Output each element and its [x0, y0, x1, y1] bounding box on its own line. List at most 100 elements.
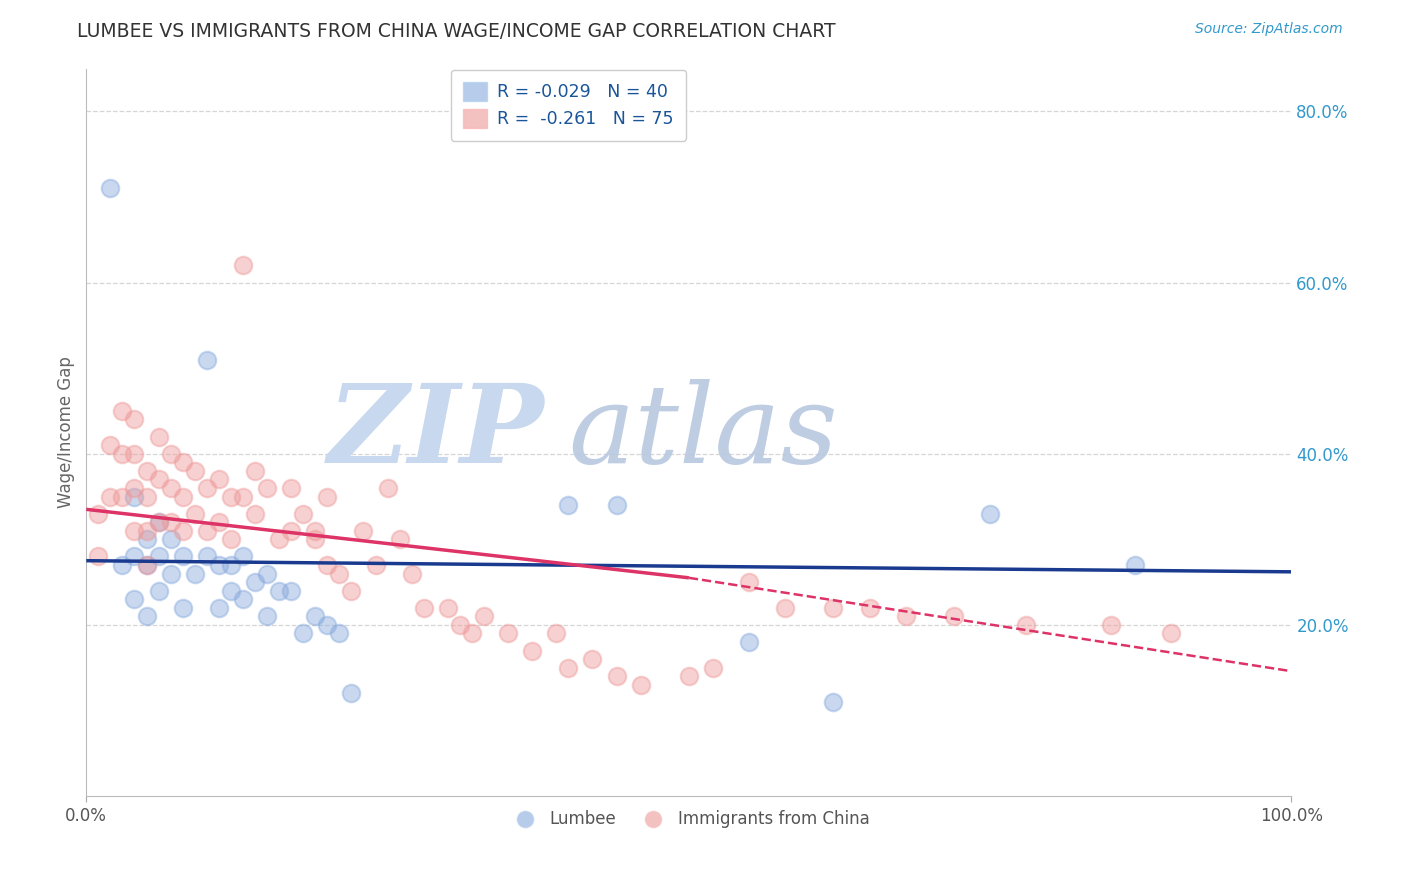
Point [111, 447, 134, 461]
Point [124, 524, 146, 538]
Point [859, 600, 882, 615]
Point [461, 626, 484, 640]
Point [172, 490, 194, 504]
Point [208, 515, 231, 529]
Point [232, 549, 254, 564]
Point [219, 490, 242, 504]
Point [269, 583, 291, 598]
Legend: Lumbee, Immigrants from China: Lumbee, Immigrants from China [502, 804, 876, 835]
Point [304, 533, 326, 547]
Point [135, 558, 157, 572]
Point [557, 498, 579, 512]
Point [316, 490, 339, 504]
Point [172, 600, 194, 615]
Point [159, 447, 181, 461]
Point [546, 626, 568, 640]
Point [100, 438, 122, 452]
Point [606, 498, 628, 512]
Text: atlas: atlas [568, 378, 838, 486]
Point [364, 558, 387, 572]
Point [195, 352, 218, 367]
Point [195, 549, 218, 564]
Point [280, 524, 302, 538]
Point [557, 661, 579, 675]
Point [243, 464, 266, 478]
Point [100, 181, 122, 195]
Point [135, 464, 157, 478]
Point [159, 566, 181, 581]
Point [148, 515, 170, 529]
Point [775, 600, 797, 615]
Point [111, 558, 134, 572]
Point [943, 609, 966, 624]
Point [124, 447, 146, 461]
Point [148, 549, 170, 564]
Point [87, 549, 110, 564]
Point [256, 609, 278, 624]
Point [111, 490, 134, 504]
Point [412, 600, 434, 615]
Point [232, 490, 254, 504]
Point [195, 524, 218, 538]
Point [208, 558, 231, 572]
Point [159, 481, 181, 495]
Point [124, 490, 146, 504]
Point [184, 566, 207, 581]
Point [388, 533, 411, 547]
Point [894, 609, 917, 624]
Point [316, 558, 339, 572]
Point [280, 583, 302, 598]
Point [1099, 618, 1122, 632]
Point [472, 609, 495, 624]
Point [1123, 558, 1146, 572]
Point [124, 412, 146, 426]
Point [111, 404, 134, 418]
Point [353, 524, 375, 538]
Point [377, 481, 399, 495]
Point [316, 618, 339, 632]
Point [581, 652, 603, 666]
Point [124, 592, 146, 607]
Point [340, 686, 363, 700]
Point [135, 524, 157, 538]
Point [1015, 618, 1038, 632]
Point [172, 524, 194, 538]
Point [148, 515, 170, 529]
Point [328, 566, 350, 581]
Point [304, 609, 326, 624]
Point [823, 600, 845, 615]
Point [243, 507, 266, 521]
Point [172, 549, 194, 564]
Point [496, 626, 519, 640]
Point [135, 533, 157, 547]
Point [979, 507, 1001, 521]
Point [195, 481, 218, 495]
Text: ZIP: ZIP [328, 378, 544, 486]
Point [328, 626, 350, 640]
Point [243, 575, 266, 590]
Point [208, 600, 231, 615]
Point [159, 515, 181, 529]
Point [401, 566, 423, 581]
Point [172, 455, 194, 469]
Point [184, 464, 207, 478]
Point [135, 490, 157, 504]
Point [269, 533, 291, 547]
Point [124, 549, 146, 564]
Point [208, 472, 231, 486]
Point [738, 635, 761, 649]
Point [148, 429, 170, 443]
Point [184, 507, 207, 521]
Point [304, 524, 326, 538]
Point [522, 643, 544, 657]
Point [87, 507, 110, 521]
Point [135, 558, 157, 572]
Y-axis label: Wage/Income Gap: Wage/Income Gap [58, 357, 75, 508]
Point [702, 661, 724, 675]
Point [292, 626, 315, 640]
Point [148, 583, 170, 598]
Point [159, 533, 181, 547]
Point [292, 507, 315, 521]
Point [630, 678, 652, 692]
Text: LUMBEE VS IMMIGRANTS FROM CHINA WAGE/INCOME GAP CORRELATION CHART: LUMBEE VS IMMIGRANTS FROM CHINA WAGE/INC… [77, 22, 837, 41]
